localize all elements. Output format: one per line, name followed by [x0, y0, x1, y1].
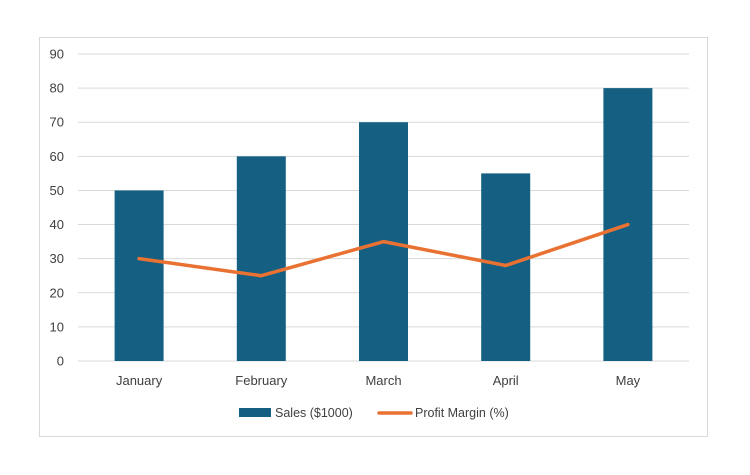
x-tick-label-march: March	[365, 373, 401, 388]
y-tick-label-0: 0	[57, 354, 64, 369]
y-tick-label-40: 40	[50, 217, 64, 232]
legend: Sales ($1000) Profit Margin (%)	[239, 406, 509, 420]
gridlines	[78, 53, 689, 362]
line-series	[137, 222, 630, 278]
y-tick-label-80: 80	[50, 81, 64, 96]
y-tick-label-30: 30	[50, 251, 64, 266]
y-tick-label-20: 20	[50, 285, 64, 300]
y-axis-ticks: 0 10 20 30 40 50 60 70 80 90	[50, 47, 64, 369]
x-tick-label-january: January	[116, 373, 163, 388]
legend-swatch-sales	[239, 408, 271, 417]
x-tick-label-april: April	[493, 373, 519, 388]
x-axis-ticks: January February March April May	[116, 373, 641, 388]
bar-february	[236, 156, 286, 361]
y-tick-label-90: 90	[50, 47, 64, 62]
y-tick-label-60: 60	[50, 149, 64, 164]
x-tick-label-may: May	[616, 373, 641, 388]
x-tick-label-february: February	[235, 373, 288, 388]
legend-label-profit-margin: Profit Margin (%)	[415, 406, 509, 420]
y-tick-label-50: 50	[50, 183, 64, 198]
y-tick-label-70: 70	[50, 115, 64, 130]
bar-january	[114, 190, 164, 361]
y-tick-label-10: 10	[50, 319, 64, 334]
legend-label-sales: Sales ($1000)	[275, 406, 353, 420]
